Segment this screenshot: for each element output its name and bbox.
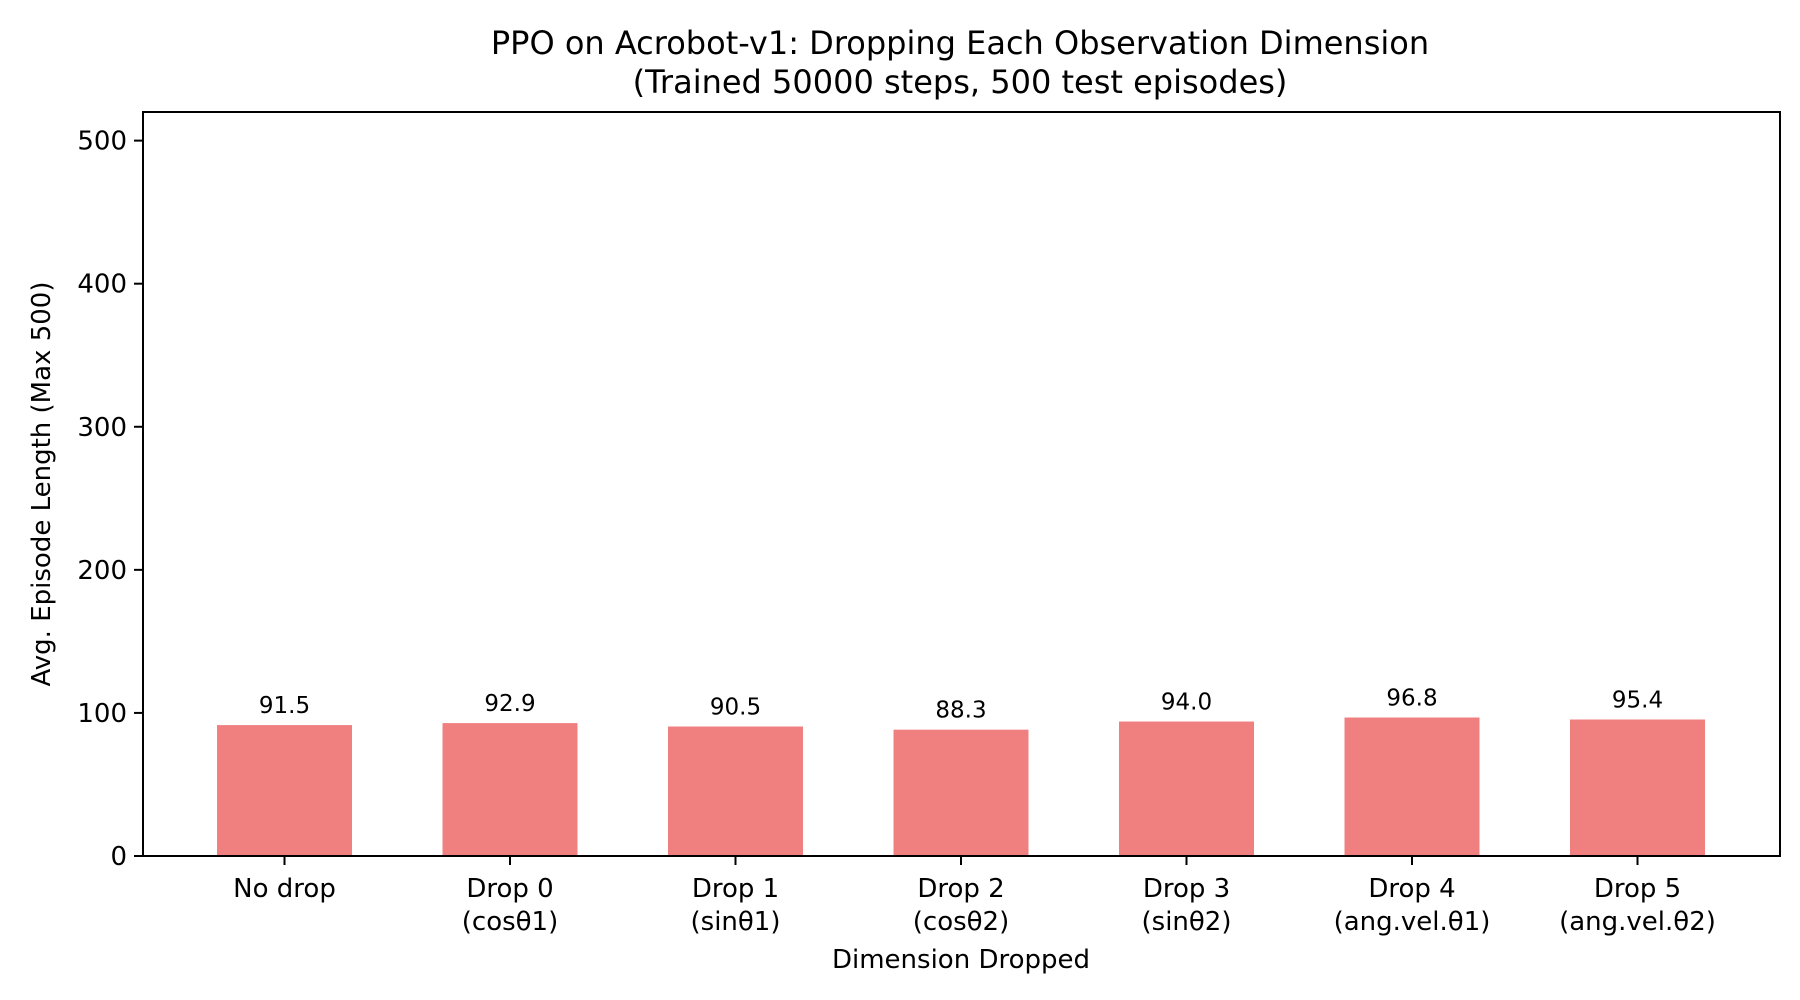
y-tick-label-0: 0: [110, 842, 127, 872]
data-label-6: 95.4: [1612, 688, 1663, 714]
y-tick-label-4: 400: [77, 270, 127, 300]
x-tick-label-5: Drop 4 (ang.vel.θ1): [1334, 874, 1491, 937]
bar-3: [893, 729, 1029, 856]
bar-0: [217, 725, 352, 856]
bars-layer: [217, 717, 1705, 856]
x-axis-label: Dimension Dropped: [832, 945, 1090, 975]
y-tick-label-1: 100: [77, 699, 127, 729]
data-label-0: 91.5: [259, 693, 310, 719]
x-tick-label-2: Drop 1 (sinθ1): [691, 874, 781, 937]
x-tick-label-3: Drop 2 (cosθ2): [913, 874, 1009, 937]
y-tick-label-5: 500: [77, 127, 127, 157]
x-tick-label-4: Drop 3 (sinθ2): [1142, 874, 1232, 937]
chart-title: PPO on Acrobot-v1: Dropping Each Observa…: [491, 24, 1429, 62]
x-tick-label-1: Drop 0 (cosθ1): [462, 874, 558, 937]
bar-1: [442, 723, 578, 856]
bar-4: [1119, 721, 1254, 856]
data-label-5: 96.8: [1386, 686, 1437, 712]
x-axis-ticks: No drop Drop 0 (cosθ1) Drop 1 (sinθ1) Drop 2(…: [233, 856, 1716, 937]
y-axis-ticks: 0 100 200 300 400 500: [77, 127, 143, 872]
data-label-3: 88.3: [935, 698, 986, 724]
data-label-1: 92.9: [484, 691, 535, 717]
chart-subtitle: (Trained 50000 steps, 500 test episodes): [633, 63, 1288, 101]
bar-6: [1570, 719, 1705, 856]
data-label-4: 94.0: [1161, 690, 1212, 716]
plot-frame: [142, 111, 1781, 857]
bar-5: [1344, 717, 1480, 856]
bar-2: [668, 726, 803, 856]
data-labels-layer: 91.5 92.9 90.5 88.3 94.0 96.8 95.4: [259, 686, 1663, 724]
x-tick-label-0: No drop: [233, 874, 336, 904]
y-axis-label: Avg. Episode Length (Max 500): [27, 282, 57, 687]
y-tick-label-2: 200: [77, 556, 127, 586]
x-tick-label-6: Drop 5 (ang.vel.θ2): [1559, 874, 1716, 937]
y-tick-label-3: 300: [77, 413, 127, 443]
data-label-2: 90.5: [710, 695, 761, 721]
